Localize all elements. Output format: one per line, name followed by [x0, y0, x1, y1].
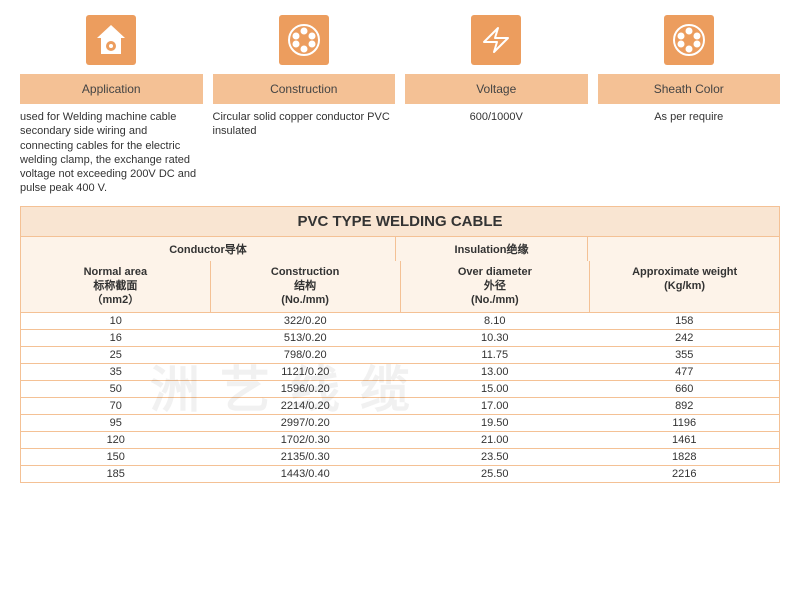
desc-construction: Circular solid copper conductor PVC insu…: [213, 110, 396, 196]
sub-label: Normal area: [23, 265, 208, 279]
house-icon: [86, 15, 136, 65]
lightning-icon: [471, 15, 521, 65]
sub-construction: Construction 结构 (No./mm): [211, 261, 401, 312]
description-row: used for Welding machine cable secondary…: [20, 110, 780, 196]
table-cell: 8.10: [400, 313, 590, 329]
table-cell: 1121/0.20: [211, 364, 401, 380]
table-cell: 1596/0.20: [211, 381, 401, 397]
sub-diameter: Over diameter 外径 (No./mm): [401, 261, 591, 312]
table-cell: 25: [21, 347, 211, 363]
group-weight: [588, 237, 779, 261]
table-cell: 35: [21, 364, 211, 380]
table-cell: 2214/0.20: [211, 398, 401, 414]
sub-unit: (No./mm): [213, 293, 398, 307]
table-cell: 50: [21, 381, 211, 397]
sub-label-cn: 结构: [213, 279, 398, 293]
spec-table: PVC TYPE WELDING CABLE Conductor导体 Insul…: [20, 206, 780, 483]
table-cell: 1702/0.30: [211, 432, 401, 448]
table-cell: 150: [21, 449, 211, 465]
table-title: PVC TYPE WELDING CABLE: [21, 207, 779, 236]
table-body: 10322/0.208.1015816513/0.2010.3024225798…: [21, 312, 779, 482]
table-row: 25798/0.2011.75355: [21, 346, 779, 363]
table-cell: 11.75: [400, 347, 590, 363]
table-cell: 10: [21, 313, 211, 329]
sub-label: Over diameter: [403, 265, 588, 279]
desc-application: used for Welding machine cable secondary…: [20, 110, 203, 196]
table-cell: 242: [590, 330, 780, 346]
table-row: 1851443/0.4025.502216: [21, 465, 779, 482]
group-insulation: Insulation绝缘: [396, 237, 588, 261]
icon-cell-voltage: [405, 10, 588, 70]
table-cell: 1443/0.40: [211, 466, 401, 482]
header-construction: Construction: [213, 74, 396, 104]
sub-unit: (No./mm): [403, 293, 588, 307]
desc-sheath: As per require: [598, 110, 781, 196]
table-cell: 660: [590, 381, 780, 397]
table-cell: 13.00: [400, 364, 590, 380]
table-cell: 2135/0.30: [211, 449, 401, 465]
table-cell: 798/0.20: [211, 347, 401, 363]
table-cell: 21.00: [400, 432, 590, 448]
table-cell: 70: [21, 398, 211, 414]
table-cell: 355: [590, 347, 780, 363]
table-cell: 322/0.20: [211, 313, 401, 329]
header-voltage: Voltage: [405, 74, 588, 104]
table-group-header: Conductor导体 Insulation绝缘: [21, 236, 779, 261]
table-cell: 25.50: [400, 466, 590, 482]
table-cell: 2997/0.20: [211, 415, 401, 431]
sub-unit: (Kg/km): [592, 279, 777, 293]
table-cell: 120: [21, 432, 211, 448]
header-application: Application: [20, 74, 203, 104]
cable-cross-icon: [664, 15, 714, 65]
group-conductor: Conductor导体: [21, 237, 396, 261]
icons-row: [20, 10, 780, 70]
table-cell: 1461: [590, 432, 780, 448]
sub-unit: （mm2）: [23, 293, 208, 307]
icon-cell-application: [20, 10, 203, 70]
table-cell: 23.50: [400, 449, 590, 465]
table-cell: 10.30: [400, 330, 590, 346]
table-row: 351121/0.2013.00477: [21, 363, 779, 380]
table-row: 702214/0.2017.00892: [21, 397, 779, 414]
table-sub-header: Normal area 标称截面 （mm2） Construction 结构 (…: [21, 261, 779, 312]
table-row: 16513/0.2010.30242: [21, 329, 779, 346]
table-cell: 158: [590, 313, 780, 329]
table-cell: 477: [590, 364, 780, 380]
table-cell: 513/0.20: [211, 330, 401, 346]
table-cell: 19.50: [400, 415, 590, 431]
table-cell: 15.00: [400, 381, 590, 397]
sub-label: Approximate weight: [592, 265, 777, 279]
table-row: 1201702/0.3021.001461: [21, 431, 779, 448]
table-cell: 1196: [590, 415, 780, 431]
header-sheath: Sheath Color: [598, 74, 781, 104]
cable-cross-icon: [279, 15, 329, 65]
table-cell: 185: [21, 466, 211, 482]
table-cell: 892: [590, 398, 780, 414]
table-cell: 16: [21, 330, 211, 346]
table-cell: 2216: [590, 466, 780, 482]
sub-normal-area: Normal area 标称截面 （mm2）: [21, 261, 211, 312]
sub-label: Construction: [213, 265, 398, 279]
sub-label-cn: 标称截面: [23, 279, 208, 293]
table-cell: 95: [21, 415, 211, 431]
table-cell: 1828: [590, 449, 780, 465]
sub-label-cn: 外径: [403, 279, 588, 293]
table-row: 952997/0.2019.501196: [21, 414, 779, 431]
icon-cell-construction: [213, 10, 396, 70]
desc-voltage: 600/1000V: [405, 110, 588, 196]
icon-cell-sheath: [598, 10, 781, 70]
sub-weight: Approximate weight (Kg/km): [590, 261, 779, 312]
table-row: 1502135/0.3023.501828: [21, 448, 779, 465]
column-headers: Application Construction Voltage Sheath …: [20, 74, 780, 104]
table-row: 10322/0.208.10158: [21, 312, 779, 329]
table-cell: 17.00: [400, 398, 590, 414]
table-row: 501596/0.2015.00660: [21, 380, 779, 397]
